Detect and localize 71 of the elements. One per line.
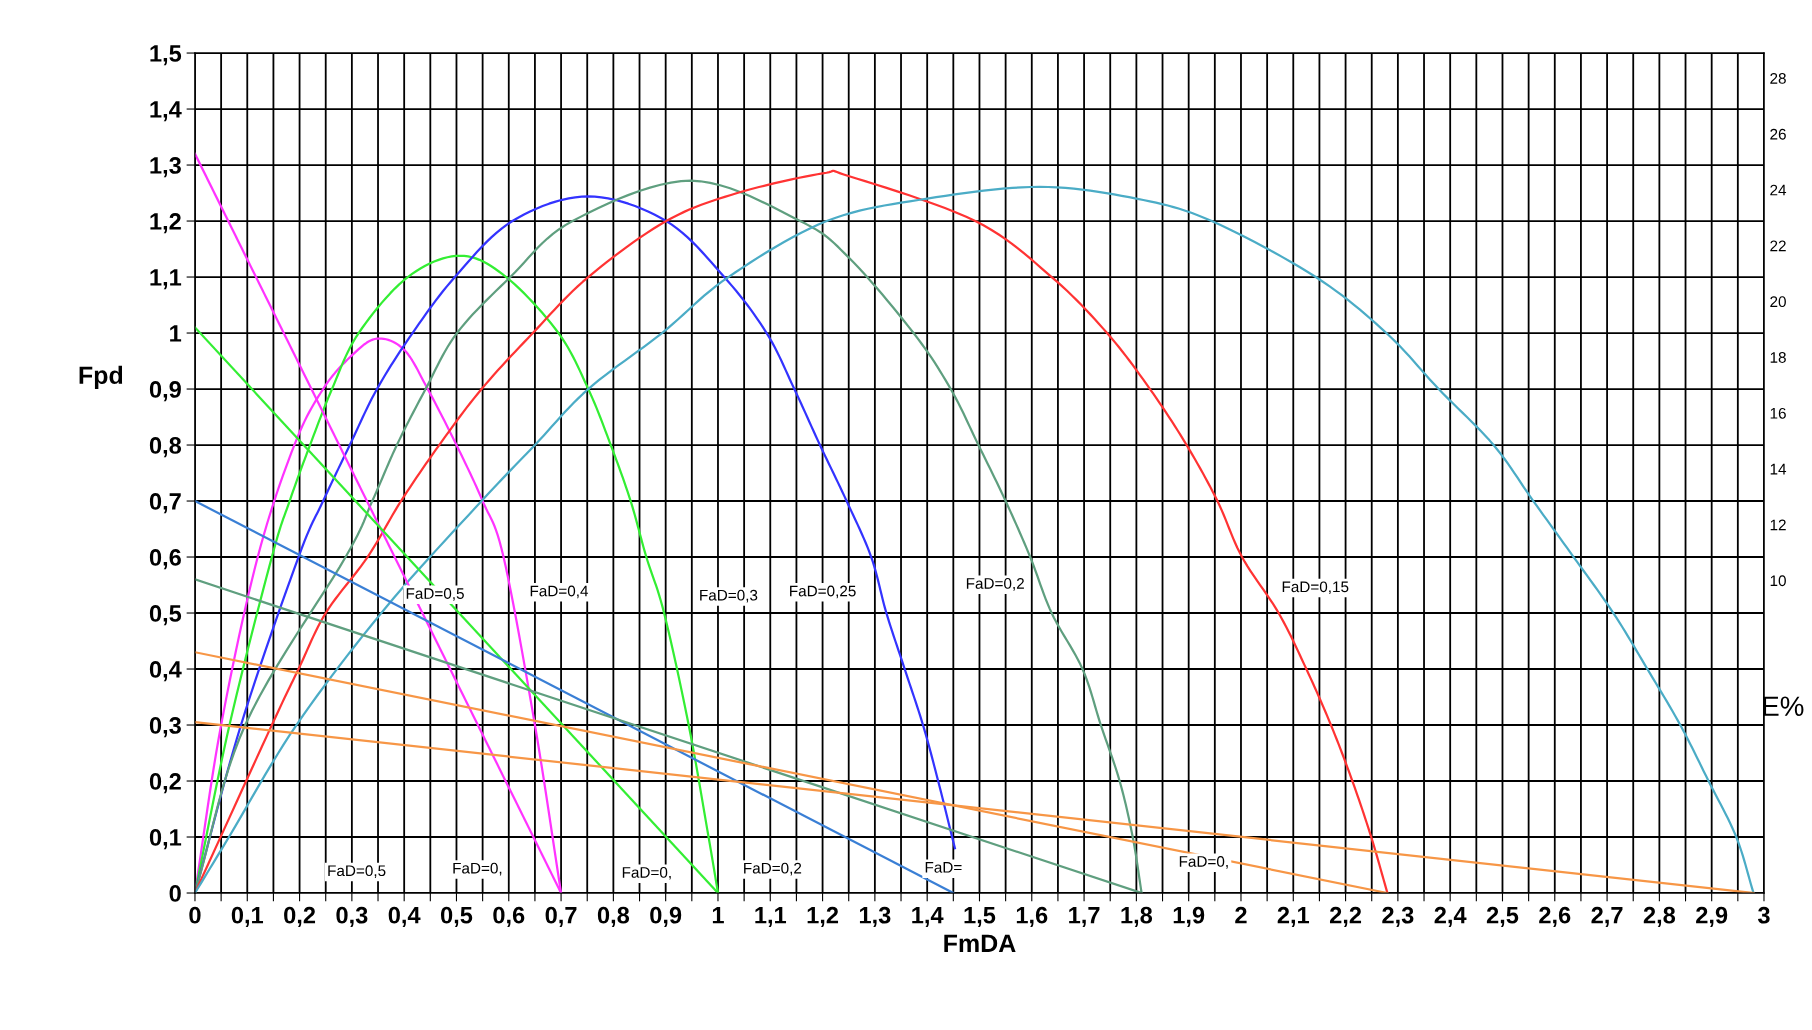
annotation: FaD=0,25 <box>790 585 856 599</box>
x-tick-label: 2,9 <box>1696 906 1728 927</box>
y2-tick-label: 26 <box>1770 128 1786 140</box>
y-tick-label: 1,5 <box>150 45 182 66</box>
x-tick-label: 1,5 <box>964 907 996 927</box>
y-tick-label: 0,4 <box>149 661 182 682</box>
x-tick-label: 2,8 <box>1643 906 1676 927</box>
x-tick-label: 0,2 <box>284 906 316 927</box>
y2-tick-label: 24 <box>1770 184 1787 196</box>
x-tick-label: 2,1 <box>1277 906 1310 927</box>
x-tick-label: 2 <box>1235 906 1247 924</box>
x-tick-label: 0,1 <box>231 906 264 927</box>
y-tick-label: 1,4 <box>150 101 182 122</box>
x-tick-label: 2,2 <box>1329 906 1362 927</box>
x-tick-label: 1,7 <box>1069 907 1100 927</box>
x-tick-label: 2,6 <box>1539 906 1571 927</box>
x-tick-label: 1,1 <box>755 907 787 927</box>
y-tick-label: 1,1 <box>150 269 182 290</box>
annotation: FaD=0,2 <box>744 862 802 876</box>
y2-tick-label: 22 <box>1770 240 1786 252</box>
x-tick-label: 0,7 <box>545 906 577 927</box>
annotation: FaD=0, <box>1179 856 1228 869</box>
x-tick-label: 2,4 <box>1434 906 1467 927</box>
annotation: FaD=0,5 <box>328 865 386 878</box>
y-tick-label: 1,3 <box>150 157 181 178</box>
x-tick-label: 3 <box>1757 906 1770 924</box>
annotation: FaD=0,3 <box>700 589 758 603</box>
y-tick-label: 0,7 <box>149 493 181 514</box>
x-axis-title: FmDA <box>944 934 1016 952</box>
x-tick-label: 1,2 <box>807 906 839 927</box>
y2-tick-label: 20 <box>1770 296 1786 308</box>
y2-tick-label: 14 <box>1770 463 1787 475</box>
x-tick-label: 0,5 <box>441 906 473 927</box>
x-tick-label: 1,6 <box>1016 906 1048 927</box>
x-tick-label: 1,9 <box>1173 906 1205 927</box>
y2-tick-label: 28 <box>1770 73 1786 84</box>
x-tick-label: 0,9 <box>650 906 682 927</box>
y-tick-label: 0,9 <box>149 381 181 402</box>
x-tick-label: 1,8 <box>1121 906 1153 927</box>
annotation: FaD=0, <box>453 862 502 876</box>
y-tick-label: 0,3 <box>149 717 181 738</box>
y-tick-label: 0,2 <box>149 773 181 794</box>
x-tick-label: 0,6 <box>493 906 525 927</box>
y-tick-label: 0,1 <box>149 829 182 850</box>
x-tick-label: 0,3 <box>336 906 368 927</box>
y-tick-label: 0,6 <box>149 549 181 570</box>
y-axis-title: Fpd <box>79 365 123 390</box>
x-tick-label: 2,3 <box>1382 906 1414 927</box>
y2-tick-label: 16 <box>1770 407 1786 419</box>
x-tick-label: 1,4 <box>912 907 944 927</box>
annotation: FaD=0, <box>622 866 671 880</box>
y-tick-label: 0 <box>169 885 181 902</box>
y-tick-label: 1 <box>170 325 182 342</box>
x-tick-label: 2,5 <box>1486 906 1519 927</box>
annotation: FaD=0,2 <box>966 578 1024 591</box>
x-tick-label: 1 <box>712 907 724 924</box>
y2-tick-label: 12 <box>1770 519 1786 531</box>
x-tick-label: 0 <box>189 906 201 924</box>
y-tick-label: 0,5 <box>149 605 182 626</box>
x-tick-label: 1,3 <box>859 906 891 927</box>
annotation: FaD=0,15 <box>1282 581 1349 595</box>
x-tick-label: 2,7 <box>1591 906 1623 927</box>
y2-tick-label: 18 <box>1770 352 1786 363</box>
x-tick-label: 0,8 <box>597 906 630 927</box>
y2-tick-label: 10 <box>1770 575 1786 587</box>
annotation: FaD=0,5 <box>406 588 464 601</box>
x-tick-label: 0,4 <box>388 906 421 927</box>
annotation: FaD= <box>925 862 962 873</box>
y-tick-label: 1,2 <box>150 213 181 234</box>
y-tick-label: 0,8 <box>149 437 182 458</box>
annotation: FaD=0,4 <box>530 585 589 599</box>
